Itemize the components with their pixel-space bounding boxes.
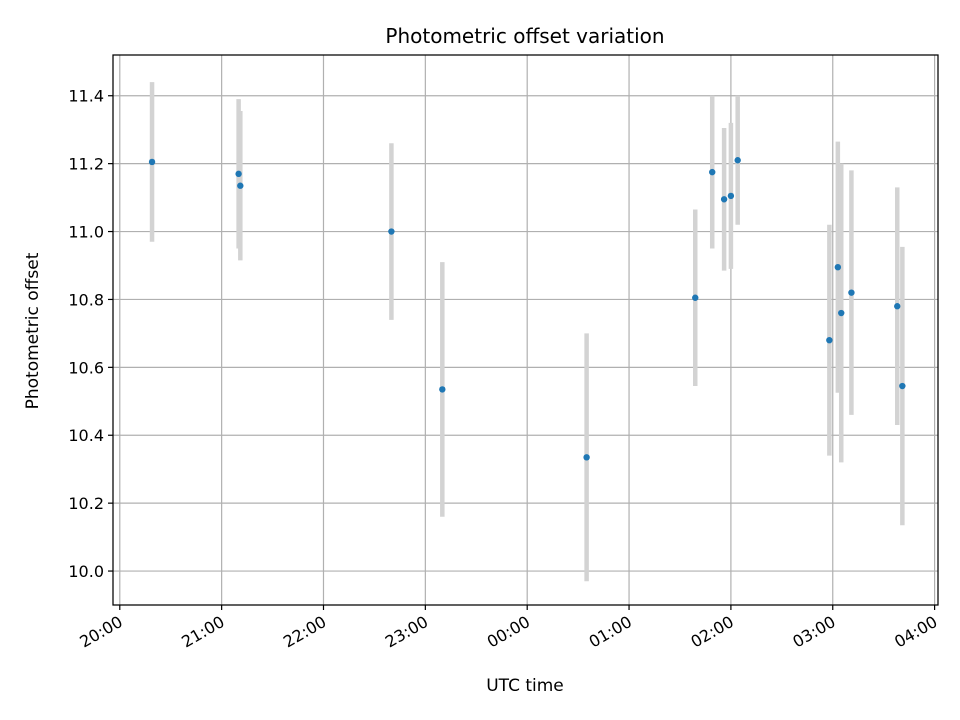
data-points bbox=[148, 157, 906, 461]
data-point bbox=[235, 170, 242, 178]
x-tick-label: 23:00 bbox=[382, 612, 431, 652]
data-point bbox=[237, 182, 244, 189]
data-point bbox=[894, 303, 901, 310]
data-point bbox=[834, 263, 842, 271]
x-tick-label: 00:00 bbox=[484, 612, 533, 652]
y-tick-label: 11.0 bbox=[68, 223, 104, 242]
y-tick-label: 10.0 bbox=[68, 562, 104, 581]
grid bbox=[113, 55, 938, 605]
data-point bbox=[709, 168, 716, 176]
data-point bbox=[720, 196, 728, 203]
y-tick-label: 10.8 bbox=[68, 290, 104, 309]
x-tick-label: 02:00 bbox=[687, 612, 736, 652]
data-point bbox=[439, 386, 446, 393]
data-point bbox=[727, 192, 735, 200]
data-point bbox=[848, 289, 855, 296]
data-point bbox=[388, 228, 395, 235]
data-point bbox=[734, 157, 741, 164]
x-tick-label: 03:00 bbox=[789, 612, 838, 652]
x-tick-label: 20:00 bbox=[76, 612, 125, 652]
y-tick-label: 11.2 bbox=[68, 155, 104, 174]
x-tick-label: 04:00 bbox=[891, 612, 940, 652]
y-axis: 10.0 10.2 10.4 10.6 10.8 11.0 11.2 11.4 bbox=[68, 87, 113, 581]
x-tick-label: 01:00 bbox=[586, 612, 635, 652]
data-point bbox=[838, 309, 845, 317]
chart-title: Photometric offset variation bbox=[385, 24, 664, 48]
data-point bbox=[826, 336, 833, 344]
data-point bbox=[583, 454, 590, 461]
y-axis-title: Photometric offset bbox=[23, 252, 43, 409]
y-tick-label: 10.6 bbox=[68, 358, 104, 377]
x-tick-label: 21:00 bbox=[178, 612, 227, 652]
x-axis: 20:00 21:00 22:00 23:00 00:00 01:00 02:00 03:00… bbox=[76, 605, 941, 652]
y-tick-label: 11.4 bbox=[68, 87, 104, 106]
y-tick-label: 10.4 bbox=[68, 426, 104, 445]
data-point bbox=[692, 294, 699, 301]
data-point bbox=[148, 158, 156, 166]
data-point bbox=[899, 382, 906, 390]
y-tick-label: 10.2 bbox=[68, 494, 104, 513]
x-tick-label: 22:00 bbox=[280, 612, 329, 652]
x-axis-title: UTC time bbox=[486, 676, 564, 696]
plot-frame bbox=[112, 54, 939, 606]
